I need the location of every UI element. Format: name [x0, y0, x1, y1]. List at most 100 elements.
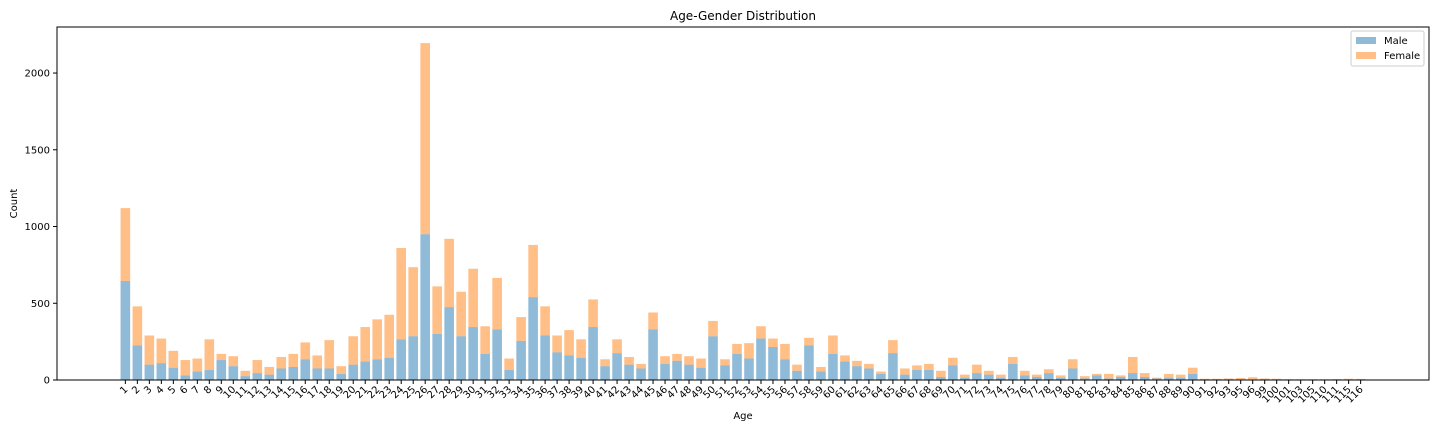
y-tick-label: 0: [44, 376, 50, 387]
bar-female-age-43: [624, 357, 634, 365]
bar-male-age-30: [468, 327, 478, 380]
x-axis-label: Age: [733, 411, 752, 422]
bar-male-age-58: [804, 345, 814, 380]
bar-female-age-76: [1020, 371, 1030, 376]
bar-female-age-65: [888, 340, 898, 353]
bar-female-age-15: [288, 354, 298, 367]
bar-male-age-90: [1188, 374, 1198, 380]
bar-female-age-6: [181, 360, 191, 375]
y-tick-label: 1000: [25, 222, 50, 233]
bar-male-age-34: [516, 341, 526, 380]
bar-female-age-28: [444, 239, 454, 307]
bar-male-age-65: [888, 353, 898, 380]
bar-female-age-90: [1188, 368, 1198, 374]
x-tick-label: 6: [178, 384, 190, 396]
bar-female-age-56: [780, 344, 790, 359]
bar-female-age-51: [720, 359, 730, 365]
bar-male-age-60: [828, 354, 838, 380]
bar-male-age-8: [205, 370, 215, 380]
bar-female-age-37: [552, 335, 562, 352]
bar-male-age-19: [336, 374, 346, 380]
bar-female-age-14: [276, 357, 286, 369]
bar-female-age-72: [972, 365, 982, 373]
bar-male-age-72: [972, 373, 982, 380]
bar-male-age-78: [1044, 373, 1054, 380]
bar-male-age-11: [240, 376, 250, 380]
bar-male-age-40: [588, 327, 598, 380]
bar-male-age-51: [720, 365, 730, 380]
bar-female-age-42: [612, 339, 622, 353]
bar-female-age-39: [576, 339, 586, 357]
bar-female-age-67: [912, 365, 922, 370]
bar-male-age-18: [324, 368, 334, 380]
bar-female-age-48: [684, 356, 694, 364]
bar-female-age-4: [157, 339, 167, 364]
legend-label-male: Male: [1384, 36, 1408, 47]
bar-female-age-53: [744, 343, 754, 358]
bar-female-age-69: [936, 371, 946, 377]
bar-female-age-81: [1080, 376, 1090, 378]
bar-female-age-68: [924, 364, 934, 370]
bar-male-age-48: [684, 365, 694, 380]
bar-female-age-21: [360, 327, 370, 362]
bar-female-age-63: [864, 364, 874, 369]
bar-male-age-6: [181, 375, 191, 380]
x-tick-label: 2: [130, 384, 142, 396]
bar-female-age-71: [960, 375, 970, 378]
bar-male-age-76: [1020, 375, 1030, 380]
bar-female-age-58: [804, 338, 814, 346]
bar-female-age-78: [1044, 369, 1054, 373]
bar-male-age-12: [252, 373, 262, 380]
legend-label-female: Female: [1384, 51, 1420, 62]
bars-layer: [121, 43, 1366, 380]
bar-male-age-22: [372, 359, 382, 380]
bar-male-age-33: [504, 370, 514, 380]
bar-female-age-3: [145, 335, 155, 364]
bar-male-age-3: [145, 365, 155, 380]
bar-female-age-93: [1224, 378, 1234, 379]
bar-female-age-46: [660, 356, 670, 364]
bar-female-age-41: [600, 359, 610, 366]
x-tick-label: 8: [202, 384, 214, 396]
bar-male-age-70: [948, 365, 958, 380]
bar-female-age-87: [1152, 378, 1162, 379]
bar-female-age-30: [468, 269, 478, 327]
bar-male-age-44: [636, 368, 646, 380]
bar-male-age-37: [552, 352, 562, 380]
bar-male-age-68: [924, 370, 934, 380]
bar-female-age-40: [588, 299, 598, 327]
bar-male-age-38: [564, 355, 574, 380]
bar-female-age-7: [193, 359, 203, 372]
bar-male-age-26: [420, 234, 430, 380]
bar-male-age-28: [444, 307, 454, 380]
bar-male-age-52: [732, 354, 742, 380]
legend: Male Female: [1351, 31, 1424, 66]
bar-female-age-95: [1236, 378, 1246, 380]
bar-female-age-74: [996, 375, 1006, 378]
bar-male-age-67: [912, 370, 922, 380]
bar-male-age-32: [492, 329, 502, 380]
bar-female-age-19: [336, 366, 346, 374]
bar-male-age-49: [696, 368, 706, 380]
bar-female-age-99: [1260, 378, 1270, 379]
bar-male-age-73: [984, 375, 994, 380]
bar-male-age-24: [396, 339, 406, 380]
plot-frame: [57, 27, 1429, 380]
bar-female-age-60: [828, 335, 838, 353]
bar-female-age-23: [384, 315, 394, 358]
bar-female-age-86: [1140, 373, 1150, 377]
bar-female-age-82: [1092, 374, 1102, 376]
bar-female-age-49: [696, 359, 706, 368]
bar-female-age-73: [984, 371, 994, 375]
bar-female-age-18: [324, 340, 334, 368]
bar-female-age-11: [240, 371, 250, 376]
bar-female-age-59: [816, 367, 826, 372]
bar-male-age-43: [624, 365, 634, 380]
bar-female-age-29: [456, 292, 466, 337]
bar-male-age-36: [540, 335, 550, 380]
bar-female-age-57: [792, 365, 802, 371]
bar-female-age-25: [408, 267, 418, 336]
bar-male-age-17: [312, 368, 322, 380]
bar-female-age-26: [420, 43, 430, 234]
